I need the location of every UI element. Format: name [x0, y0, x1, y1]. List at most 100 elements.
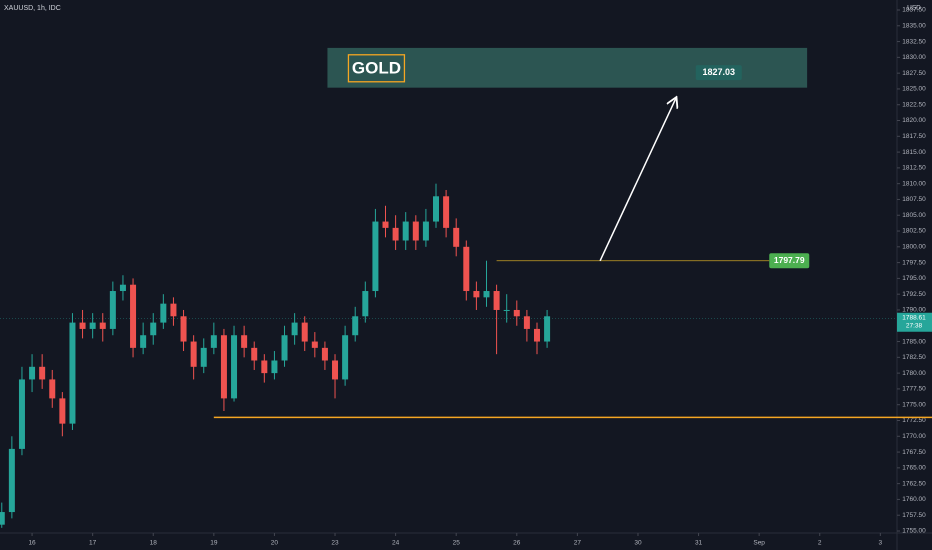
candle-body — [180, 316, 187, 342]
candle-body — [200, 347, 207, 367]
candle-body — [473, 291, 480, 298]
candle-body — [18, 379, 25, 449]
candle-body — [251, 347, 258, 361]
last-price-label: 1788.61 — [902, 314, 926, 321]
y-tick-label: 1767.50 — [902, 449, 926, 456]
y-tick-label: 1802.50 — [902, 228, 926, 235]
y-tick-label: 1797.50 — [902, 259, 926, 266]
candle-body — [372, 221, 379, 292]
y-tick-label: 1790.00 — [902, 307, 926, 314]
y-tick-label: 1830.00 — [902, 54, 926, 61]
candle-body — [79, 322, 86, 329]
candle-body — [8, 448, 15, 513]
candle-body — [463, 246, 470, 292]
x-tick-label: 20 — [271, 540, 279, 547]
candle-body — [29, 366, 36, 380]
x-tick-label: 25 — [453, 540, 461, 547]
candle-body — [140, 335, 147, 348]
candle-body — [321, 347, 328, 361]
candle-body — [281, 335, 288, 361]
candle-body — [220, 335, 227, 399]
y-tick-label: 1795.00 — [902, 275, 926, 282]
candle-body — [483, 291, 490, 298]
y-tick-label: 1770.00 — [902, 433, 926, 440]
candle-body — [362, 291, 369, 317]
candle-body — [493, 291, 500, 310]
candle-body — [261, 360, 268, 374]
candle-body — [190, 341, 197, 367]
candle-body — [241, 335, 248, 348]
target-label: 1827.03 — [702, 67, 735, 77]
y-tick-label: 1807.50 — [902, 196, 926, 203]
y-tick-label: 1762.50 — [902, 480, 926, 487]
y-tick-label: 1827.50 — [902, 70, 926, 77]
candle-body — [210, 335, 217, 348]
candle-body — [69, 322, 76, 424]
candle-body — [49, 379, 56, 399]
x-tick-label: 18 — [150, 540, 158, 547]
x-tick-label: 2 — [818, 540, 822, 547]
candle-body — [422, 221, 429, 241]
target-label-box — [695, 65, 742, 81]
candle-body — [392, 227, 399, 241]
candle-body — [59, 398, 66, 424]
x-tick-label: 31 — [695, 540, 703, 547]
candle-body — [544, 316, 551, 342]
level-label: 1797.79 — [774, 255, 805, 265]
y-tick-label: 1765.00 — [902, 465, 926, 472]
candle-body — [513, 309, 520, 317]
candle-body — [271, 360, 278, 374]
y-tick-label: 1777.50 — [902, 386, 926, 393]
last-price-tag — [897, 312, 932, 332]
candle-body — [301, 322, 308, 342]
candle-body — [443, 196, 450, 228]
y-tick-label: 1800.00 — [902, 244, 926, 251]
x-tick-label: 27 — [574, 540, 582, 547]
candle-body — [533, 328, 540, 342]
y-tick-label: 1780.00 — [902, 370, 926, 377]
candle-body — [352, 316, 359, 336]
candle-body — [523, 316, 530, 329]
candle-body — [231, 335, 238, 399]
gold-label-box — [347, 54, 406, 83]
candle-body — [89, 322, 96, 329]
y-tick-label: 1775.00 — [902, 401, 926, 408]
candle-body — [119, 284, 126, 292]
candle-body — [109, 291, 116, 329]
gold-label: GOLD — [352, 58, 401, 77]
level-label-box — [769, 253, 810, 269]
y-tick-label: 1760.00 — [902, 496, 926, 503]
x-tick-label: 16 — [28, 540, 36, 547]
x-tick-label: 3 — [879, 540, 883, 547]
y-tick-label: 1812.50 — [902, 165, 926, 172]
y-tick-label: 1757.50 — [902, 512, 926, 519]
candle-body — [311, 341, 318, 348]
candle-body — [291, 322, 298, 336]
y-tick-label: 1815.00 — [902, 149, 926, 156]
currency: USD — [907, 5, 921, 12]
candle-body — [332, 360, 339, 380]
candle-body — [342, 335, 349, 380]
y-tick-label: 1835.00 — [902, 23, 926, 30]
x-tick-label: 17 — [89, 540, 97, 547]
y-tick-label: 1820.00 — [902, 117, 926, 124]
candle-body — [402, 221, 409, 241]
x-tick-label: Sep — [753, 540, 765, 547]
candle-body — [503, 309, 510, 311]
arrow — [599, 98, 676, 262]
x-tick-label: 24 — [392, 540, 400, 547]
candle-body — [433, 196, 440, 222]
countdown-label: 27:38 — [906, 322, 923, 329]
candle-body — [160, 303, 167, 323]
y-tick-label: 1832.50 — [902, 38, 926, 45]
y-tick-label: 1772.50 — [902, 417, 926, 424]
x-tick-label: 23 — [331, 540, 339, 547]
plot-area: GOLD 1827.03 — [0, 47, 897, 528]
candle-body — [0, 512, 5, 525]
y-tick-label: 1817.50 — [902, 133, 926, 140]
candle-body — [453, 227, 460, 247]
y-tick-label: 1785.00 — [902, 338, 926, 345]
y-tick-label: 1755.00 — [902, 528, 926, 535]
candle-body — [150, 322, 157, 336]
